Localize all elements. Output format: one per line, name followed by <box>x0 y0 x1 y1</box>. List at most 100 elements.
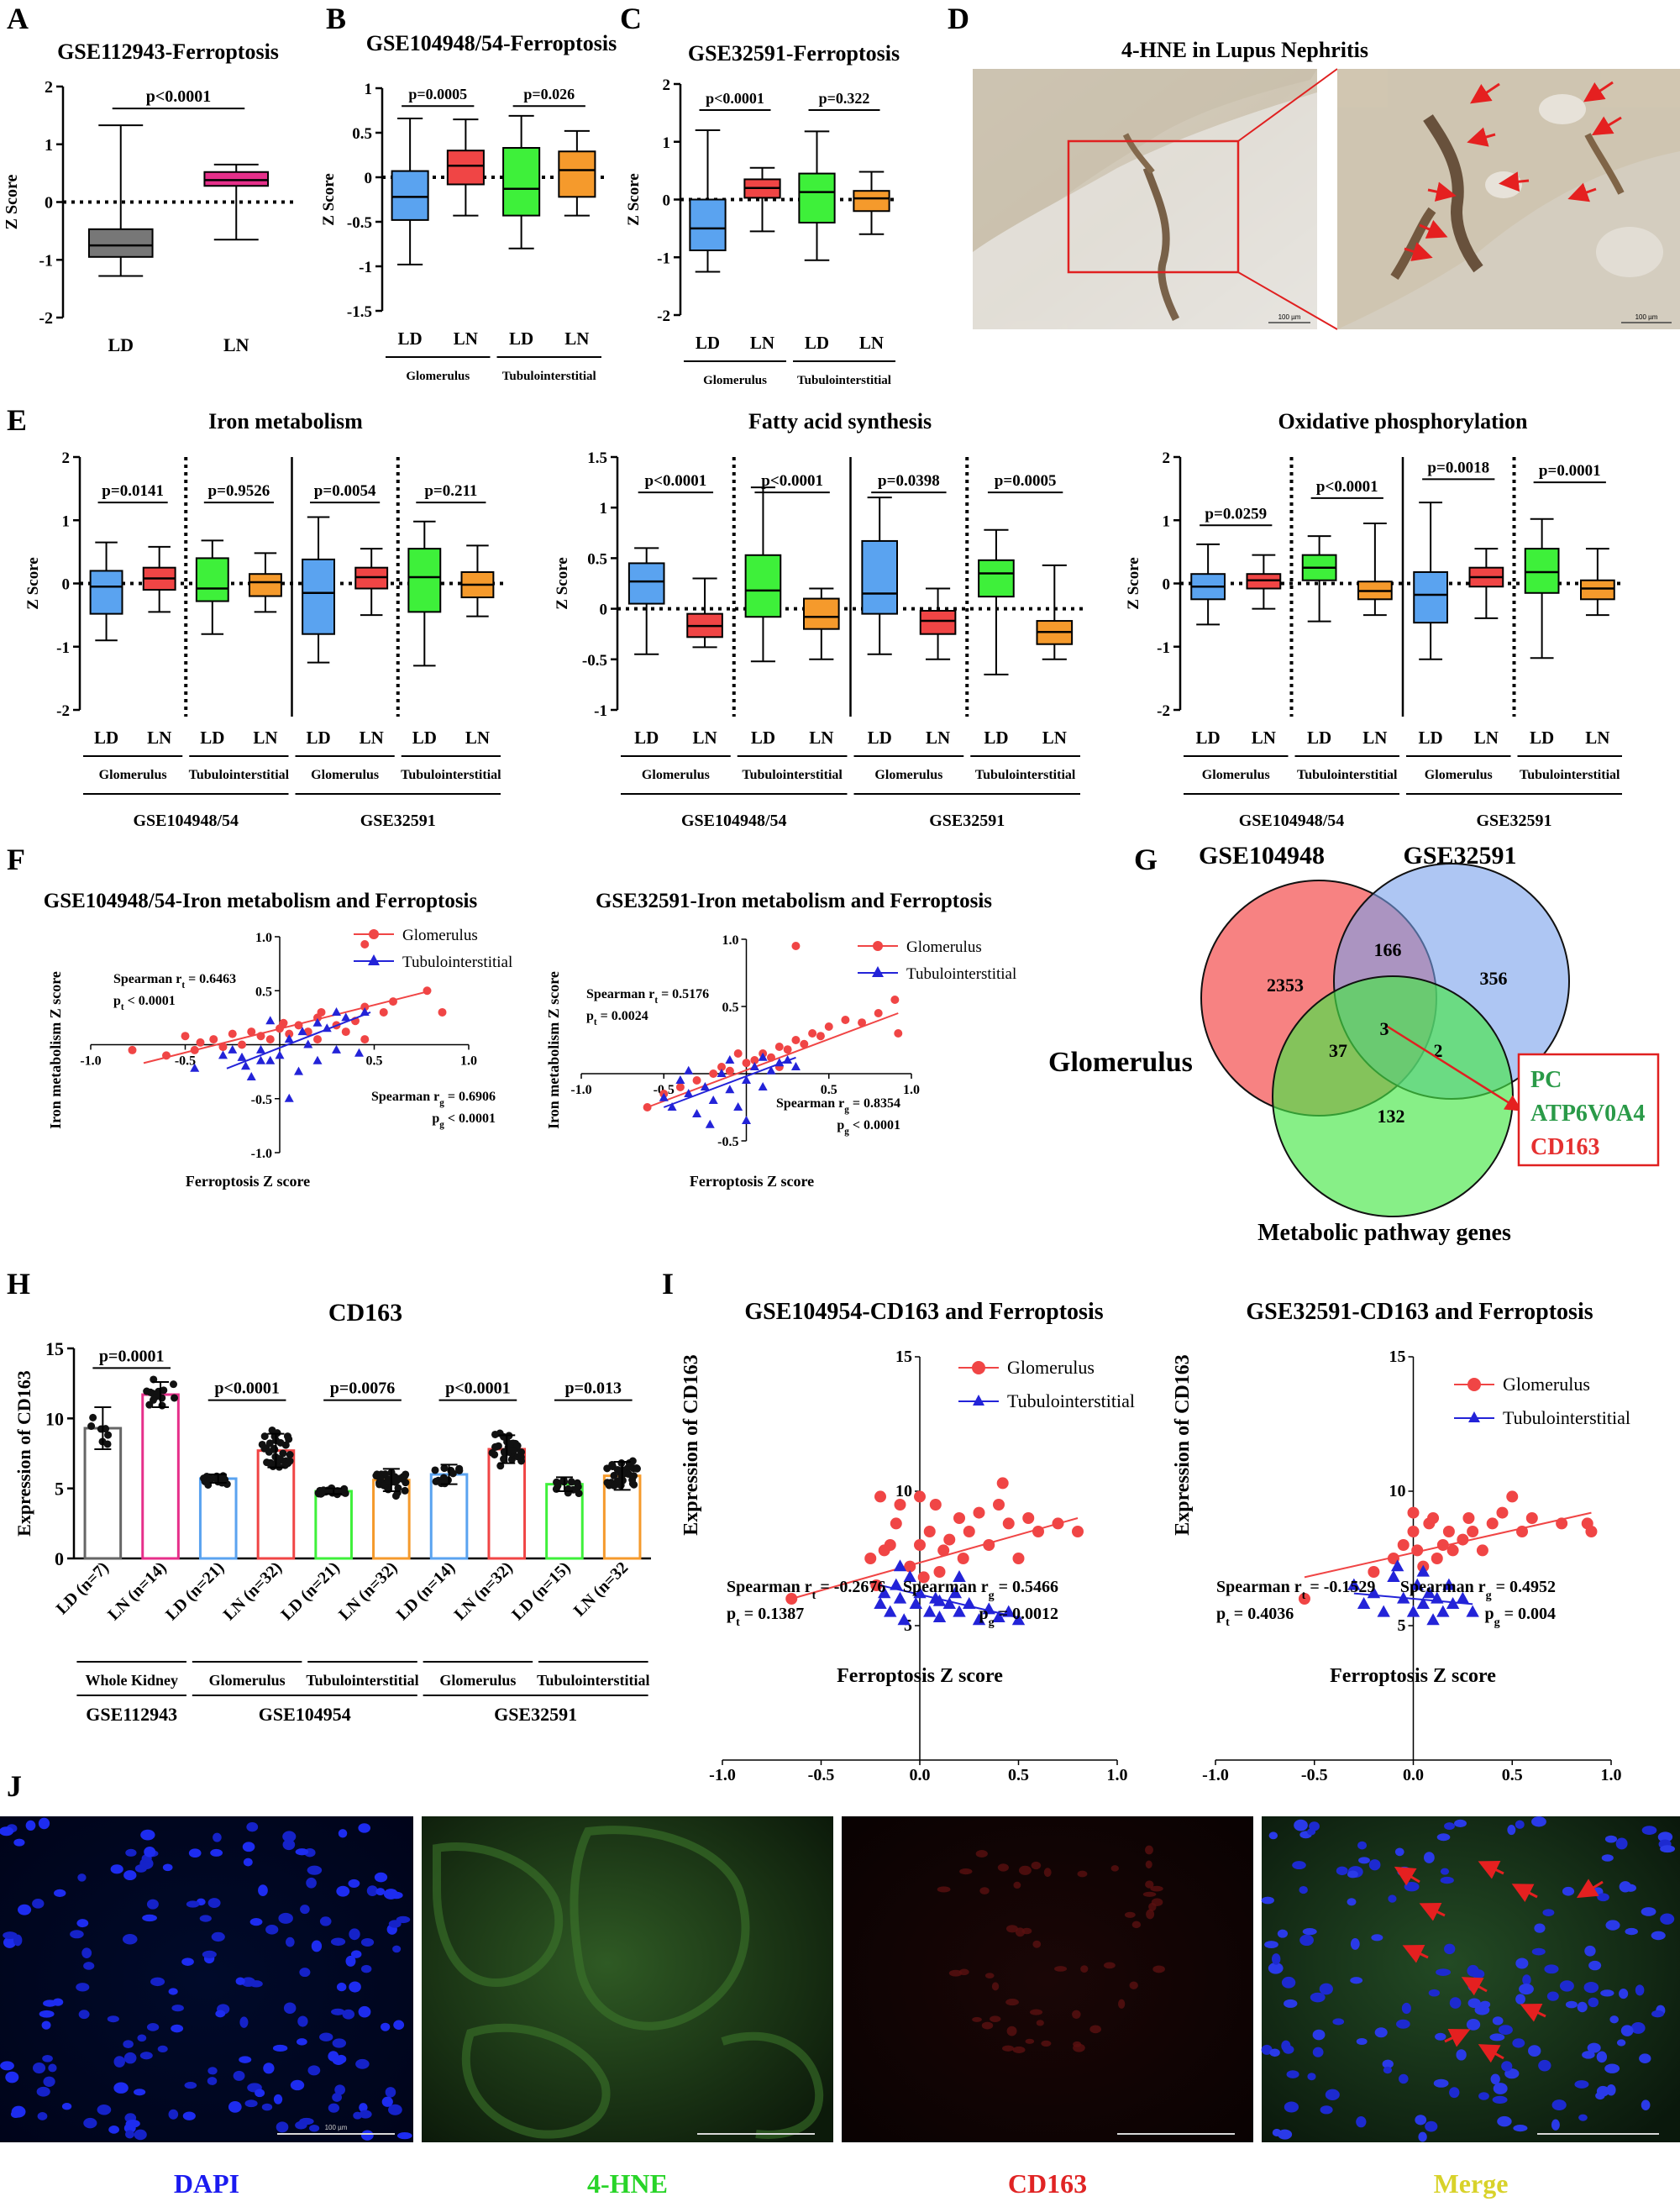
nucleus <box>1404 1882 1420 1892</box>
stat-subscript: g <box>844 1105 849 1115</box>
stat-subscript: t <box>121 1002 124 1012</box>
nucleus <box>1587 2042 1601 2053</box>
category-label: LD <box>200 728 224 748</box>
nucleus <box>297 2038 307 2046</box>
data-point <box>402 1479 410 1487</box>
fluor-cd163 <box>842 1816 1253 2142</box>
point-glomerulus <box>841 1016 850 1024</box>
scalebar-right-label: 100 µm <box>1635 313 1658 321</box>
stat-subscript: g <box>439 1098 444 1108</box>
nucleus <box>36 2086 50 2097</box>
nucleus <box>1531 1816 1546 1827</box>
nucleus <box>1310 1992 1326 2003</box>
nucleus <box>276 2121 289 2133</box>
point-glomerulus <box>874 1009 883 1017</box>
nucleus <box>139 2052 153 2060</box>
data-point <box>171 1394 179 1402</box>
x-tick-label: 0.5 <box>1008 1766 1029 1784</box>
nucleus <box>1596 2085 1609 2097</box>
category-label: LD <box>509 328 533 349</box>
box <box>861 539 898 615</box>
nucleus <box>1588 1960 1602 1971</box>
point-tubulointerstitial <box>659 1092 669 1101</box>
nucleus <box>1651 1931 1666 1941</box>
nucleus <box>1609 2015 1619 2024</box>
point-tubulointerstitial <box>909 1597 922 1609</box>
cd163-spot <box>1043 1868 1052 1878</box>
y-tick-label: -1.0 <box>251 1147 272 1161</box>
data-point <box>455 1466 464 1474</box>
data-point <box>633 1464 641 1473</box>
nucleus <box>332 2093 342 2102</box>
y-axis-label: Z Score <box>1125 557 1142 609</box>
nucleus <box>157 2045 168 2053</box>
chart-f-right: GSE32591-Iron metabolism and Ferroptosis… <box>545 890 1016 1190</box>
point-glomerulus <box>824 1022 833 1031</box>
nucleus <box>168 2109 179 2120</box>
stat-text: Spearman rt = -0.2676 <box>727 1578 885 1602</box>
data-point <box>340 1484 349 1493</box>
data-point <box>279 1449 287 1458</box>
nucleus <box>3 1936 17 1948</box>
zoom-line-bottom <box>1237 271 1338 330</box>
p-value-label: p<0.0001 <box>706 90 764 107</box>
data-point <box>265 1439 274 1448</box>
y-tick-label: 1.0 <box>722 933 739 948</box>
data-point <box>628 1457 637 1465</box>
legend-label: Tubulointerstitial <box>1503 1407 1630 1428</box>
data-point <box>513 1453 522 1461</box>
x-tick-label: 0.5 <box>1502 1766 1523 1784</box>
nucleus <box>1501 2061 1513 2072</box>
y-tick-label: 1 <box>365 81 373 98</box>
data-point <box>437 1479 445 1488</box>
group-label: Glomerulus <box>1202 768 1270 782</box>
gene-callout-pc: PC <box>1530 1067 1562 1093</box>
nucleus <box>1383 2066 1393 2074</box>
nucleus <box>171 2024 184 2033</box>
chart-title: CD163 <box>328 1299 402 1327</box>
chart-title: GSE104948/54-Iron metabolism and Ferropt… <box>44 890 478 912</box>
nucleus <box>1368 1859 1381 1871</box>
nucleus <box>1449 2087 1460 2099</box>
nucleus <box>385 2087 396 2098</box>
data-point <box>613 1466 622 1474</box>
category-label: LD <box>1307 728 1331 748</box>
legend-marker <box>368 954 380 965</box>
fluor-label-dapi: DAPI <box>174 2168 239 2199</box>
data-point <box>491 1442 500 1451</box>
data-point <box>384 1476 392 1484</box>
point-tubulointerstitial <box>733 1102 743 1111</box>
data-point <box>268 1426 276 1434</box>
x-tick-label: 0.0 <box>1403 1766 1424 1784</box>
nucleus <box>108 2126 120 2134</box>
box <box>391 170 429 221</box>
y-axis-label: Z Score <box>24 557 42 609</box>
nucleus <box>1271 1953 1281 1965</box>
nucleus <box>1449 1997 1462 2009</box>
cd163-spot <box>1012 2046 1026 2053</box>
point-tubulointerstitial <box>354 1048 364 1057</box>
gene-callout-cd163: CD163 <box>1530 1134 1599 1160</box>
cd163-spot <box>1002 2045 1015 2052</box>
nucleus <box>1597 1893 1609 1902</box>
point-glomerulus <box>196 1038 205 1047</box>
nucleus <box>42 2054 53 2062</box>
box <box>627 562 665 605</box>
cd163-spot <box>1032 1940 1042 1948</box>
nucleus <box>1551 2099 1567 2110</box>
data-point <box>273 1454 281 1463</box>
x-axis-label: Ferroptosis Z score <box>1330 1665 1496 1687</box>
point-tubulointerstitial <box>749 1062 759 1070</box>
point-tubulointerstitial <box>237 1052 247 1061</box>
arrows-panel-j <box>1394 1860 1604 2063</box>
cd163-spot <box>1018 1865 1032 1875</box>
nucleus <box>32 2062 46 2074</box>
x-tick-label: 1.0 <box>460 1054 477 1069</box>
dataset-label: GSE104948/54 <box>133 812 239 830</box>
cd163-spot <box>1030 2009 1043 2015</box>
nucleus <box>239 2056 252 2063</box>
point-glomerulus <box>313 1035 322 1044</box>
data-point <box>507 1455 516 1463</box>
cd163-spot <box>1110 1865 1119 1872</box>
point-tubulointerstitial <box>893 1559 907 1572</box>
